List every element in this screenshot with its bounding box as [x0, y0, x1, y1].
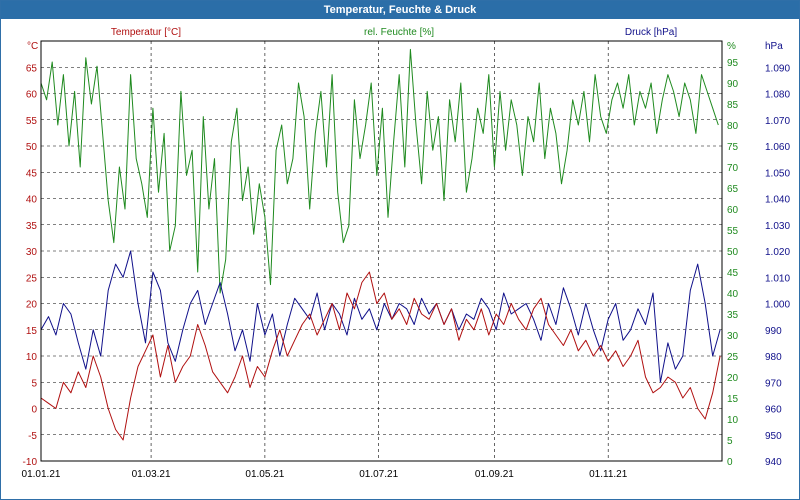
temperature-tick-label: 20	[26, 300, 38, 311]
temperature-axis-title: Temperatur [°C]	[111, 27, 181, 38]
pressure-unit-label: hPa	[765, 41, 783, 52]
humidity-tick-label: 70	[727, 163, 739, 174]
humidity-series-line	[40, 48, 719, 294]
humidity-unit-label: %	[727, 41, 736, 52]
humidity-tick-label: 65	[727, 184, 739, 195]
pressure-tick-label: 980	[765, 352, 782, 363]
x-tick-label: 01.11.21	[589, 469, 628, 480]
temperature-tick-label: 45	[26, 168, 38, 179]
humidity-tick-label: 20	[727, 373, 739, 384]
temperature-tick-label: 0	[31, 405, 37, 416]
humidity-tick-label: 30	[727, 331, 739, 342]
humidity-tick-label: 45	[727, 268, 739, 279]
temperature-tick-label: 25	[26, 273, 38, 284]
humidity-tick-label: 50	[727, 247, 739, 258]
humidity-tick-label: 5	[727, 436, 733, 447]
humidity-tick-label: 40	[727, 289, 739, 300]
temperature-tick-label: -10	[23, 457, 38, 468]
temperature-tick-label: 60	[26, 90, 38, 101]
pressure-tick-label: 1.030	[765, 221, 790, 232]
humidity-tick-label: 60	[727, 205, 739, 216]
x-tick-label: 01.03.21	[132, 469, 171, 480]
pressure-tick-label: 1.090	[765, 63, 790, 74]
chart-title: Temperatur, Feuchte & Druck	[1, 1, 799, 19]
humidity-tick-label: 95	[727, 58, 739, 69]
pressure-tick-label: 1.070	[765, 116, 790, 127]
humidity-tick-label: 15	[727, 394, 739, 405]
pressure-tick-label: 1.000	[765, 300, 790, 311]
pressure-tick-label: 1.010	[765, 273, 790, 284]
temperature-tick-label: 35	[26, 221, 38, 232]
humidity-tick-label: 0	[727, 457, 733, 468]
pressure-tick-label: 960	[765, 405, 782, 416]
humidity-tick-label: 25	[727, 352, 739, 363]
temperature-tick-label: 15	[26, 326, 38, 337]
humidity-tick-label: 90	[727, 79, 739, 90]
pressure-tick-label: 1.060	[765, 142, 790, 153]
pressure-tick-label: 940	[765, 457, 782, 468]
humidity-tick-label: 80	[727, 121, 739, 132]
temperature-tick-label: -5	[28, 431, 37, 442]
x-tick-label: 01.07.21	[359, 469, 398, 480]
pressure-tick-label: 1.080	[765, 90, 790, 101]
pressure-tick-label: 990	[765, 326, 782, 337]
temperature-tick-label: 65	[26, 63, 38, 74]
temperature-tick-label: 40	[26, 195, 38, 206]
series-group	[40, 48, 721, 441]
temperature-tick-label: 50	[26, 142, 38, 153]
pressure-tick-label: 970	[765, 378, 782, 389]
temperature-tick-label: 30	[26, 247, 38, 258]
pressure-tick-label: 950	[765, 431, 782, 442]
pressure-axis-title: Druck [hPa]	[625, 27, 677, 38]
x-tick-label: 01.05.21	[245, 469, 284, 480]
humidity-axis-title: rel. Feuchte [%]	[364, 27, 434, 38]
pressure-series-line	[40, 250, 721, 383]
x-tick-label: 01.01.21	[22, 469, 61, 480]
plot-area	[40, 40, 723, 462]
humidity-tick-label: 10	[727, 415, 739, 426]
humidity-tick-label: 85	[727, 100, 739, 111]
temperature-tick-label: 10	[26, 352, 38, 363]
temperature-tick-label: 55	[26, 116, 38, 127]
humidity-tick-label: 55	[727, 226, 739, 237]
pressure-tick-label: 1.050	[765, 168, 790, 179]
pressure-tick-label: 1.040	[765, 195, 790, 206]
humidity-tick-label: 35	[727, 310, 739, 321]
humidity-tick-label: 75	[727, 142, 739, 153]
temperature-series-line	[40, 271, 721, 441]
grid	[41, 41, 722, 461]
temperature-tick-label: 5	[31, 378, 37, 389]
x-tick-label: 01.09.21	[475, 469, 514, 480]
pressure-tick-label: 1.020	[765, 247, 790, 258]
axis-ticks: 01.01.21 01.03.21 01.05.21 01.07.21 01.09.21…	[22, 58, 791, 480]
temperature-unit-label: °C	[27, 41, 38, 52]
